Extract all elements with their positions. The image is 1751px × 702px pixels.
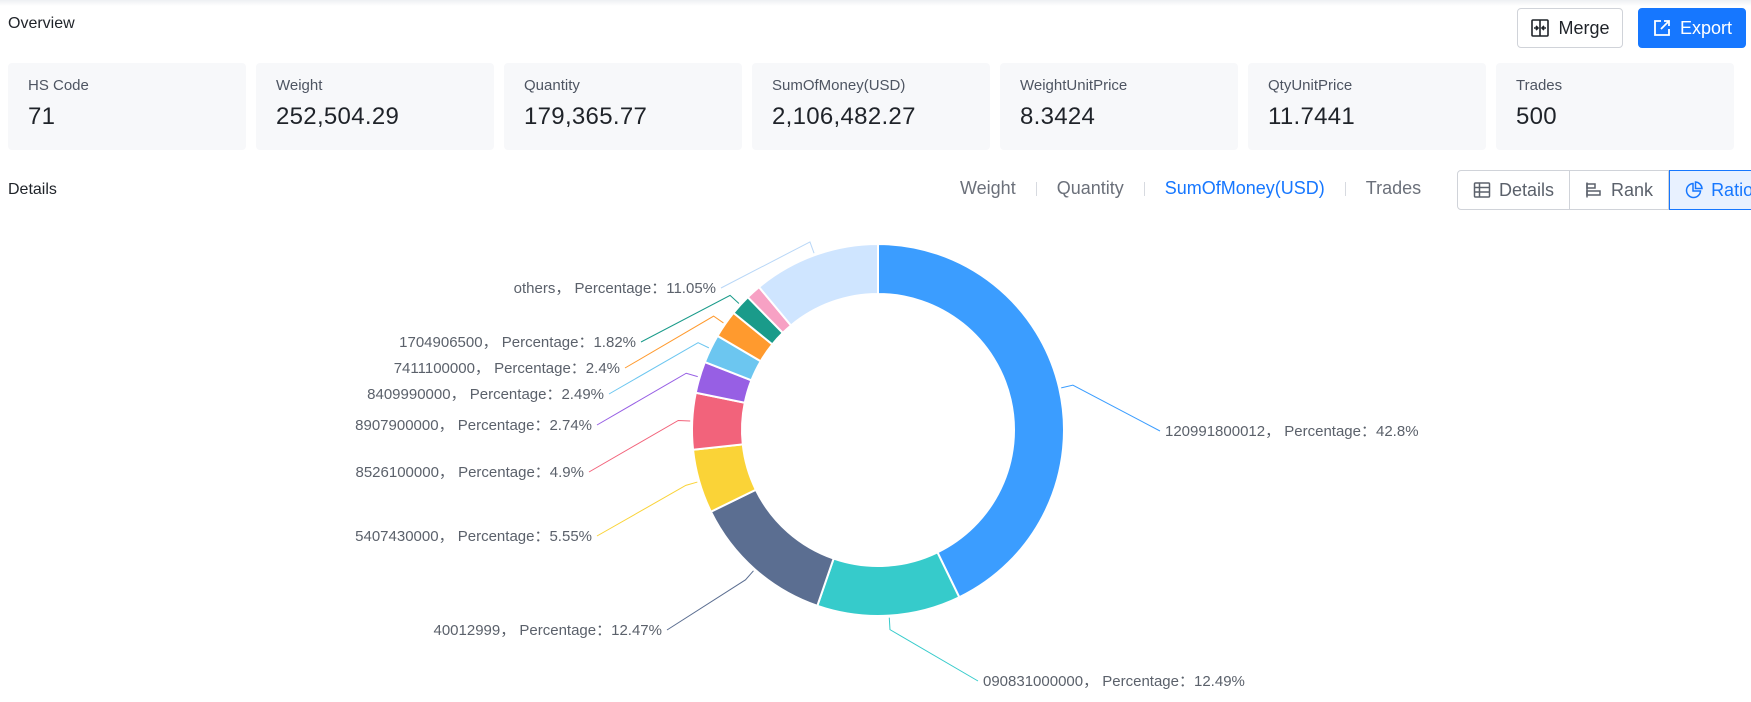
view-ratio-button[interactable]: Ratio xyxy=(1669,170,1751,210)
bar-rank-icon xyxy=(1585,181,1603,199)
tab-sum-of-money[interactable]: SumOfMoney(USD) xyxy=(1164,178,1325,198)
label-leader-line xyxy=(596,372,698,426)
label-leader-line xyxy=(640,294,740,343)
slice-label: 1704906500， Percentage：1.82% xyxy=(399,334,636,351)
stat-value: 8.3424 xyxy=(1020,103,1096,130)
label-leader-line xyxy=(720,241,815,289)
details-title: Details xyxy=(8,181,57,198)
slice-label: 8907900000， Percentage：2.74% xyxy=(355,417,592,434)
view-details-button[interactable]: Details xyxy=(1458,171,1571,209)
table-icon xyxy=(1473,181,1491,199)
tab-divider xyxy=(1035,181,1037,196)
slice-label: 8409990000， Percentage：2.49% xyxy=(367,386,604,403)
label-leader-line xyxy=(624,315,724,369)
stats-row: HS Code 71 Weight 252,504.29 Quantity 17… xyxy=(8,63,1734,150)
slice-label: others， Percentage：11.05% xyxy=(514,280,716,297)
view-ratio-label: Ratio xyxy=(1711,179,1751,200)
tab-quantity[interactable]: Quantity xyxy=(1056,178,1124,198)
tab-trades[interactable]: Trades xyxy=(1365,178,1422,198)
export-button[interactable]: Export xyxy=(1638,8,1746,48)
stat-trades: Trades 500 xyxy=(1496,63,1734,150)
overview-title: Overview xyxy=(8,15,75,32)
label-leader-line xyxy=(588,419,691,473)
stat-sum-of-money: SumOfMoney(USD) 2,106,482.27 xyxy=(752,63,990,150)
slice-label: 7411100000， Percentage：2.4% xyxy=(394,360,620,377)
stat-value: 2,106,482.27 xyxy=(772,103,916,130)
slice-label: 5407430000， Percentage：5.55% xyxy=(355,528,592,545)
pie-icon xyxy=(1685,181,1703,199)
top-shadow xyxy=(0,0,1751,6)
view-rank-label: Rank xyxy=(1611,179,1654,200)
stat-label: Weight xyxy=(276,77,323,94)
label-leader-line xyxy=(608,342,710,395)
ratio-donut-chart: 120991800012， Percentage：42.8% 0908310000… xyxy=(355,241,1419,690)
slice-label: 40012999， Percentage：12.47% xyxy=(433,622,662,639)
stat-hs-code: HS Code 71 xyxy=(8,63,246,150)
stat-value: 11.7441 xyxy=(1268,103,1356,130)
tab-divider xyxy=(1344,181,1346,196)
label-leader-line xyxy=(596,481,698,537)
merge-icon xyxy=(1530,18,1550,38)
stat-label: Trades xyxy=(1516,77,1563,94)
tab-weight[interactable]: Weight xyxy=(960,178,1016,198)
merge-button[interactable]: Merge xyxy=(1517,8,1623,48)
stat-quantity: Quantity 179,365.77 xyxy=(504,63,742,150)
tab-divider xyxy=(1143,181,1145,196)
stat-label: WeightUnitPrice xyxy=(1020,77,1128,94)
slice-label: 090831000000， Percentage：12.49% xyxy=(983,673,1245,690)
donut-slice-40012999[interactable] xyxy=(709,488,835,608)
stat-value: 179,365.77 xyxy=(524,103,648,130)
export-label: Export xyxy=(1679,17,1733,38)
label-leader-line xyxy=(1061,384,1161,432)
donut-slice-120991800012[interactable] xyxy=(877,242,1065,599)
label-leader-line xyxy=(888,617,979,682)
export-icon xyxy=(1652,18,1672,38)
stat-weight: Weight 252,504.29 xyxy=(256,63,494,150)
stat-qty-unit-price: QtyUnitPrice 11.7441 xyxy=(1248,63,1486,150)
stat-label: Quantity xyxy=(524,77,580,94)
view-rank-button[interactable]: Rank xyxy=(1570,171,1670,209)
stat-label: SumOfMoney(USD) xyxy=(772,77,906,94)
stat-value: 252,504.29 xyxy=(276,103,400,130)
slice-label: 120991800012， Percentage：42.8% xyxy=(1165,423,1419,440)
stat-label: QtyUnitPrice xyxy=(1268,77,1353,94)
label-leader-line xyxy=(666,570,754,631)
view-switcher: Details Rank Ratio xyxy=(1457,170,1751,210)
slice-label: 8526100000， Percentage：4.9% xyxy=(355,464,584,481)
donut-slice-090831000000[interactable] xyxy=(816,550,961,617)
stat-value: 71 xyxy=(28,103,56,130)
metric-tabs: Weight Quantity SumOfMoney(USD) Trades xyxy=(960,178,1421,199)
stat-weight-unit-price: WeightUnitPrice 8.3424 xyxy=(1000,63,1238,150)
view-details-label: Details xyxy=(1499,179,1555,200)
merge-label: Merge xyxy=(1558,17,1610,38)
donut-slice-others[interactable] xyxy=(757,242,879,327)
stat-value: 500 xyxy=(1516,103,1557,130)
stat-label: HS Code xyxy=(28,77,89,94)
